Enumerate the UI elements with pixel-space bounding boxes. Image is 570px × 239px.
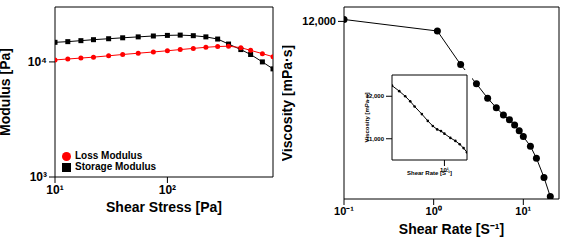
svg-text:10¹: 10¹ <box>515 205 531 217</box>
svg-text:Shear Rate [S⁻¹]: Shear Rate [S⁻¹] <box>399 221 504 237</box>
svg-text:12,000: 12,000 <box>302 15 336 27</box>
svg-text:Shear Rate [S⁻¹]: Shear Rate [S⁻¹] <box>407 170 452 176</box>
svg-text:Viscosity [mPa·s]: Viscosity [mPa·s] <box>364 93 370 143</box>
svg-text:10¹: 10¹ <box>46 183 63 197</box>
svg-text:12,000: 12,000 <box>365 93 384 100</box>
html-text:Loss Modulus: Loss Modulus <box>75 150 143 161</box>
svg-text:Modulus [Pa]: Modulus [Pa] <box>8 48 13 136</box>
svg-text:10⁴: 10⁴ <box>28 55 47 69</box>
svg-text:10⁰: 10⁰ <box>426 205 442 217</box>
html-text:Storage Modulus: Storage Modulus <box>75 161 157 172</box>
svg-text:10²: 10² <box>159 183 176 197</box>
svg-text:11,000: 11,000 <box>366 135 384 142</box>
svg-text:Shear Stress [Pa]: Shear Stress [Pa] <box>106 199 222 215</box>
svg-text:10⁻¹: 10⁻¹ <box>334 205 354 217</box>
svg-text:Viscosity [mPa·s]: Viscosity [mPa·s] <box>282 45 295 161</box>
svg-text:10³: 10³ <box>30 170 47 184</box>
